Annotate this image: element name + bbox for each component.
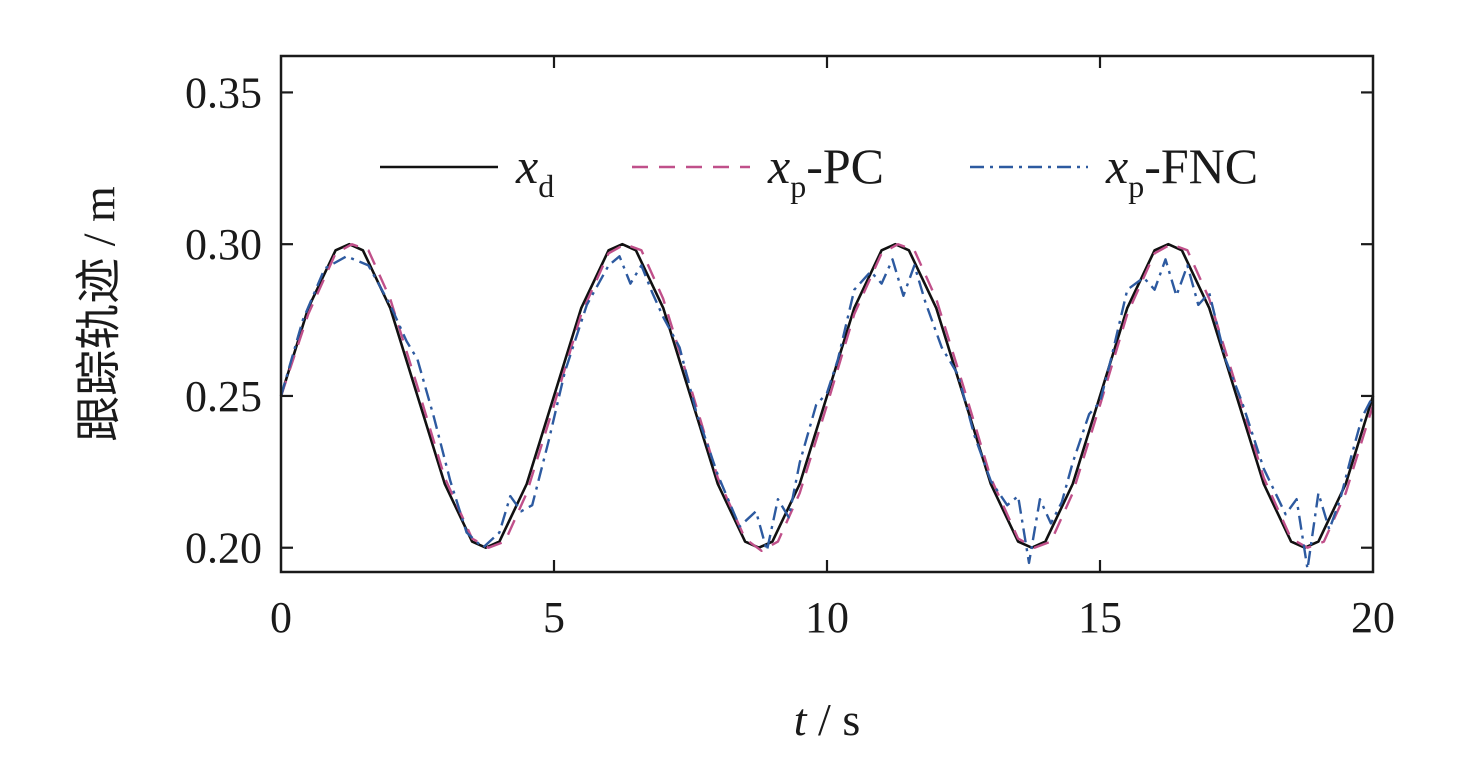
legend: xd xp-PC xp-FNC (380, 138, 1258, 204)
series-line-x_p-FNC (279, 255, 1375, 571)
series-line-x_d (279, 242, 1375, 549)
x-tick-label: 0 (270, 593, 292, 642)
plot-frame (279, 54, 1375, 574)
x-tick-label: 20 (1351, 593, 1395, 642)
legend-label-x_p-PC: xp-PC (767, 138, 884, 204)
axis-ticks: 0 5 10 15 20 0.20 0.25 0.30 0.35 (185, 56, 1395, 642)
x-tick-label: 15 (1078, 593, 1122, 642)
plot-lines (279, 242, 1375, 571)
y-tick-label: 0.20 (185, 524, 262, 573)
y-axis-label: 跟踪轨迹 / m (74, 186, 125, 442)
x-axis-symbol: t (794, 694, 808, 745)
series-line-x_p-PC (279, 243, 1375, 552)
legend-label-x_p-FNC: xp-FNC (1105, 138, 1258, 204)
x-axis-unit: s (842, 694, 860, 745)
legend-label-x_d: xd (515, 138, 554, 204)
x-axis-label: t / s (794, 694, 860, 745)
x-axis-separator: / (818, 694, 842, 745)
y-tick-label: 0.25 (185, 372, 262, 421)
y-tick-label: 0.35 (185, 68, 262, 117)
x-tick-label: 10 (805, 593, 849, 642)
x-tick-label: 5 (543, 593, 565, 642)
y-tick-label: 0.30 (185, 220, 262, 269)
